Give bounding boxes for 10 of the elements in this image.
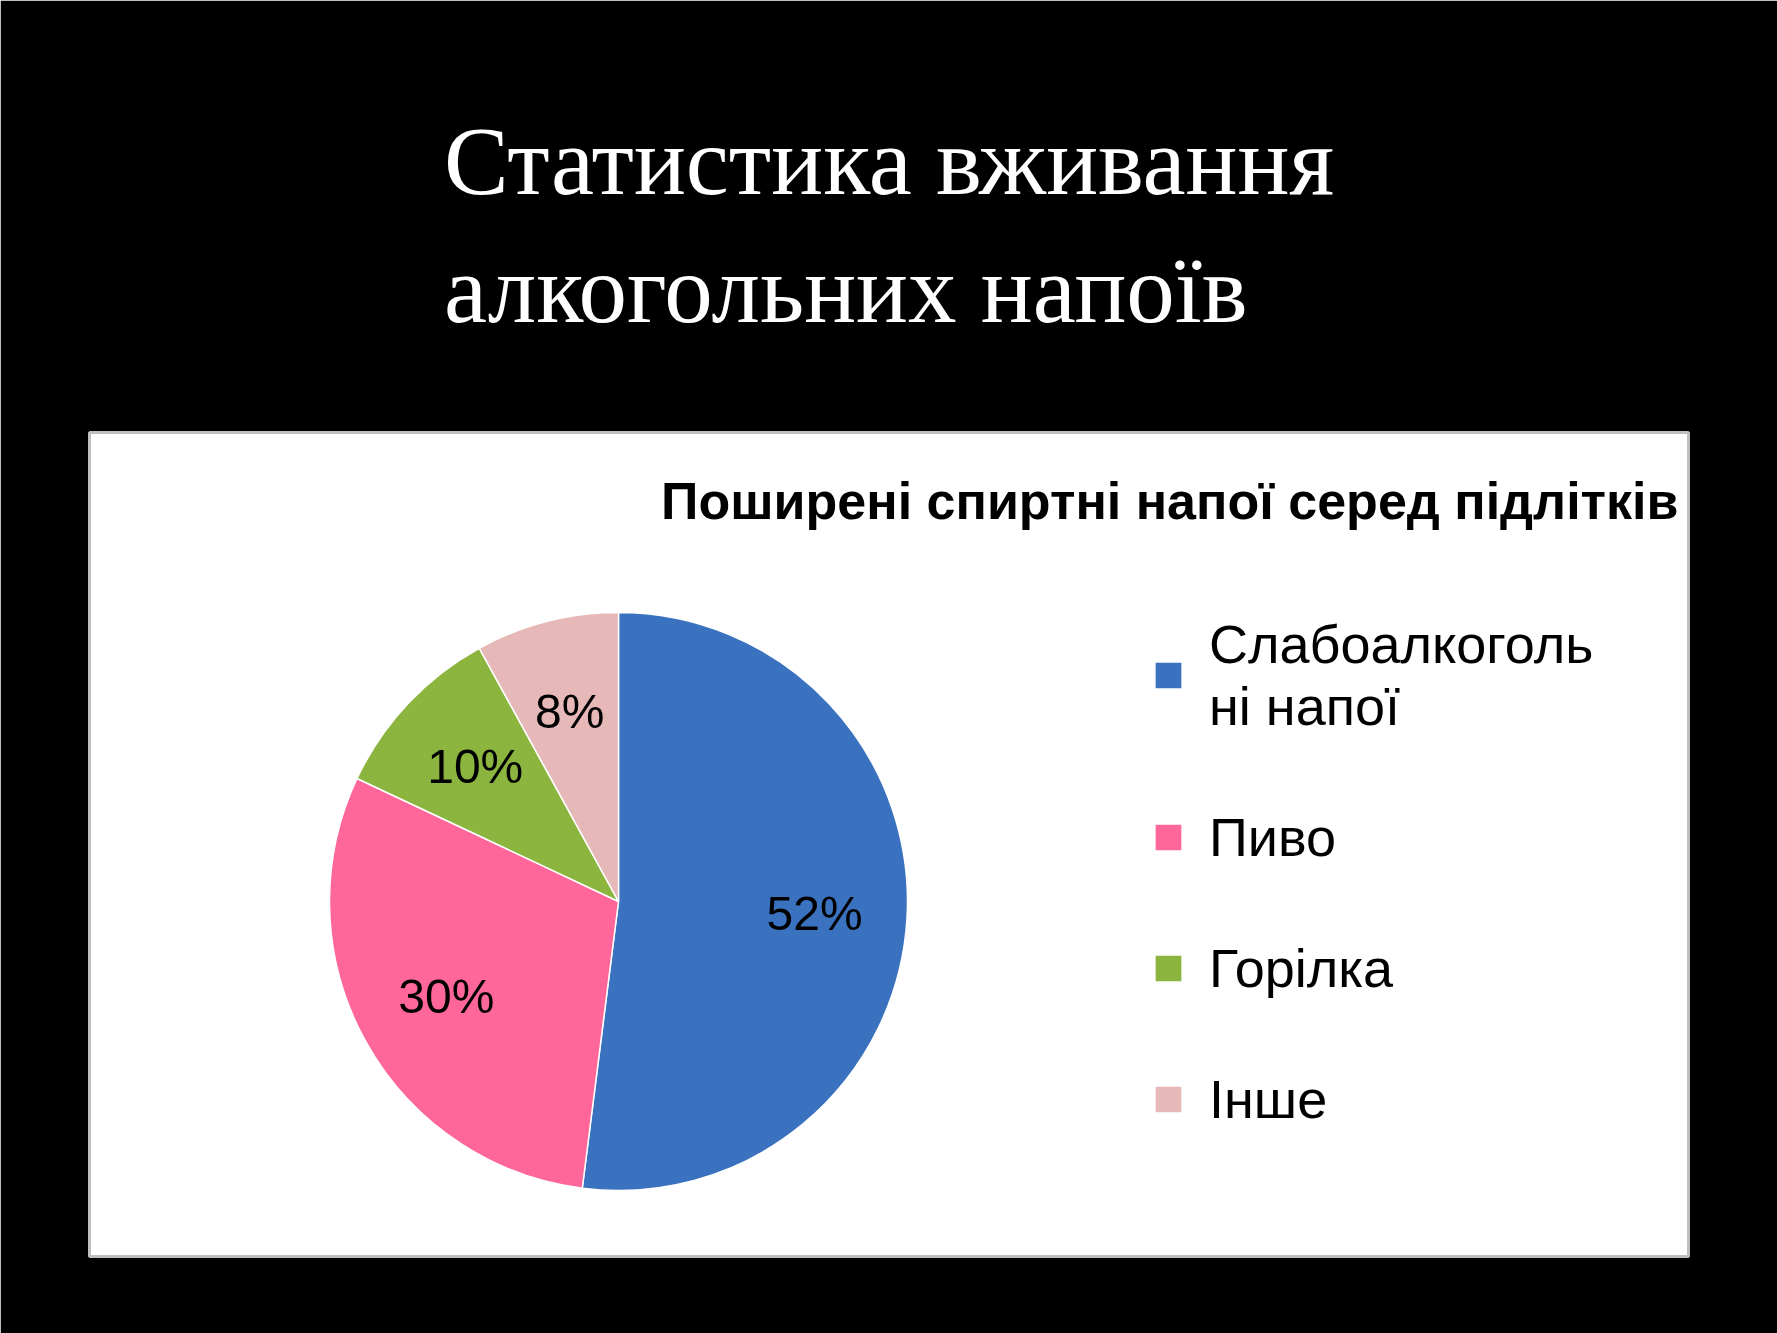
chart-title: Статистика вживання алкогольних напоїв <box>443 108 1335 344</box>
legend-label: Інше <box>1209 1068 1328 1130</box>
legend-label: Горілка <box>1209 937 1394 999</box>
legend-label: Слабоалкогольні напої <box>1209 613 1594 737</box>
legend-label: Пиво <box>1209 806 1337 868</box>
data-label: 8% <box>534 684 605 738</box>
chart-subtitle: Поширені спиртні напої серед підлітків <box>661 471 1679 530</box>
data-label: 10% <box>427 740 524 794</box>
data-label: 30% <box>398 969 495 1023</box>
data-label: 52% <box>766 887 863 941</box>
